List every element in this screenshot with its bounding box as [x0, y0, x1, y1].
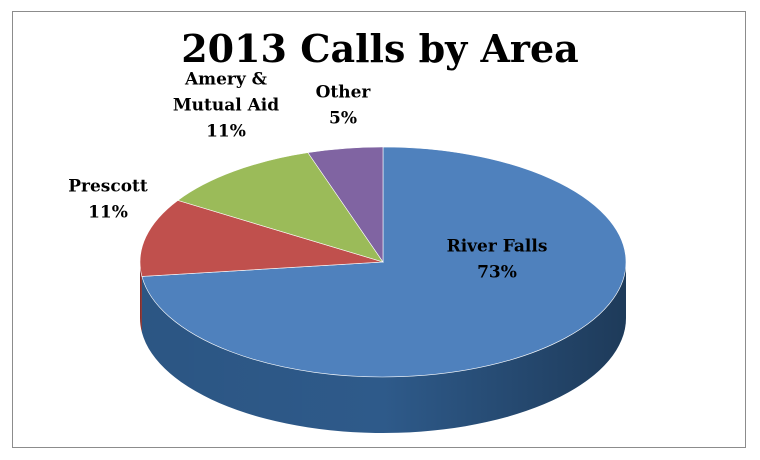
slice-other	[307, 146, 384, 263]
side-shading	[140, 262, 626, 433]
slice-name-label: River Falls	[447, 237, 548, 257]
pie-slices	[139, 146, 627, 378]
data-label-1: Prescott 11%	[68, 177, 148, 223]
slice-percent-label: 73%	[477, 263, 517, 283]
slice-percent-label: 11%	[206, 122, 246, 142]
slice-name-label: Mutual Aid	[173, 96, 279, 116]
slice-river-falls	[141, 146, 627, 378]
data-label-0: River Falls 73%	[447, 237, 548, 283]
slice-amery-mutual-aid	[177, 152, 384, 263]
slice-name-label: Prescott	[68, 177, 148, 197]
pie-sides	[140, 262, 626, 433]
slice-percent-label: 5%	[329, 109, 357, 129]
data-label-2: Amery & Mutual Aid 11%	[173, 70, 279, 142]
slice-prescott	[139, 200, 384, 277]
slice-name-label: Amery &	[184, 70, 268, 90]
slice-percent-label: 11%	[88, 203, 128, 223]
chart-title: 2013 Calls by Area	[181, 26, 579, 71]
pie-labels: River Falls 73% Prescott 11% Amery & Mutual A…	[68, 70, 547, 283]
data-label-3: Other 5%	[316, 83, 372, 129]
slice-name-label: Other	[316, 83, 372, 103]
